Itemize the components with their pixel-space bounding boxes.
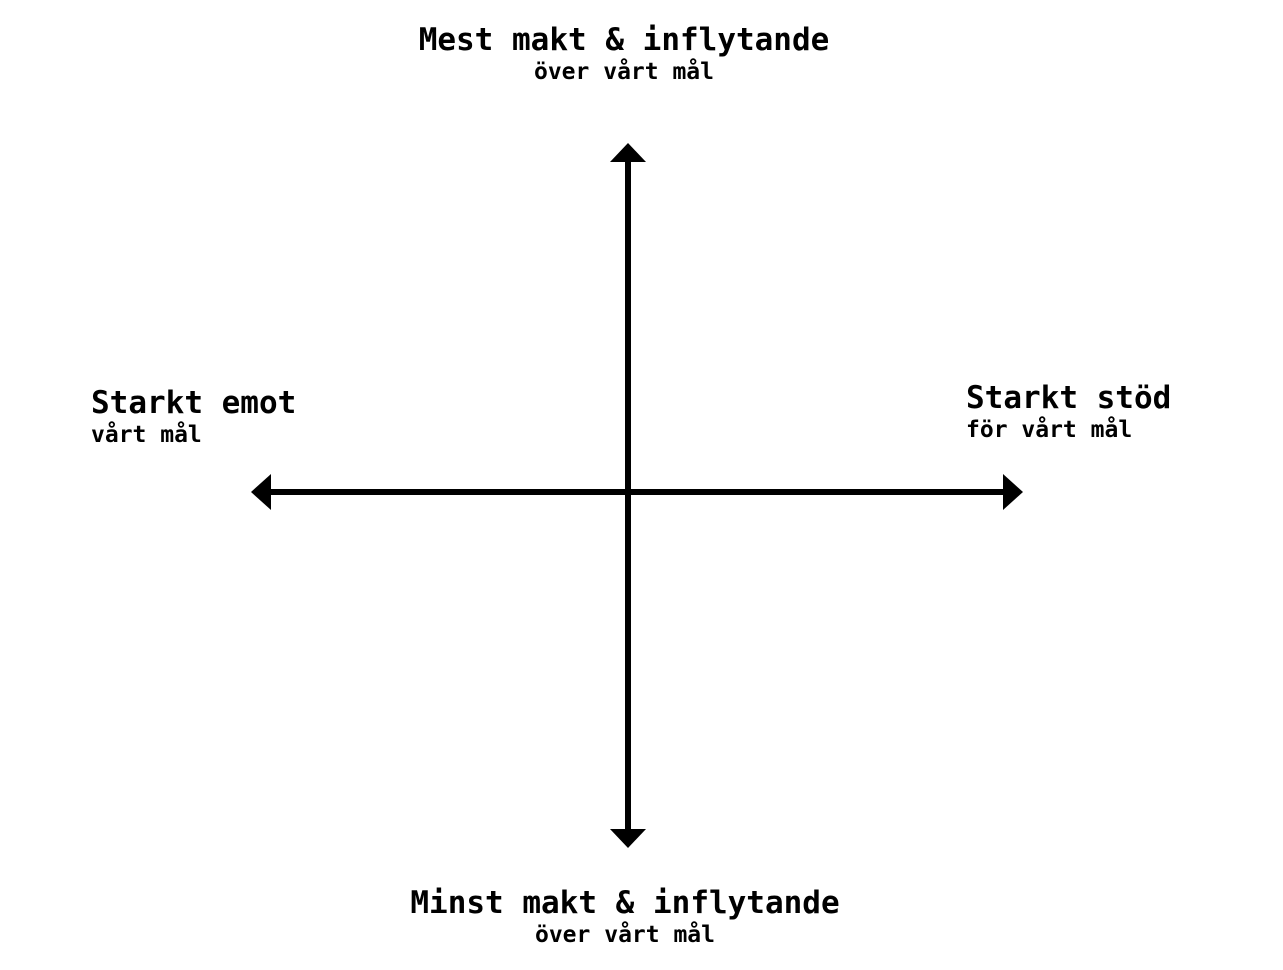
right-axis-subtitle: för vårt mål <box>966 417 1133 443</box>
bottom-axis-title: Minst makt & inflytande <box>410 885 840 921</box>
arrow-down-icon <box>610 829 646 848</box>
left-axis-subtitle: vårt mål <box>91 422 202 448</box>
top-axis-subtitle: över vårt mål <box>533 59 715 85</box>
bottom-axis-label: Minst makt & inflytande över vårt mål <box>410 885 839 949</box>
right-axis-title: Starkt stöd <box>966 380 1172 416</box>
arrow-left-icon <box>251 474 271 510</box>
arrow-right-icon <box>1003 474 1023 510</box>
arrow-up-icon <box>610 143 646 162</box>
right-axis-label: Starkt stöd för vårt mål <box>966 380 1171 444</box>
left-axis-label: Starkt emot vårt mål <box>91 385 296 449</box>
left-axis-title: Starkt emot <box>91 385 297 421</box>
top-axis-label: Mest makt & inflytande över vårt mål <box>419 22 830 86</box>
top-axis-title: Mest makt & inflytande <box>418 22 830 58</box>
bottom-axis-subtitle: över vårt mål <box>534 922 716 948</box>
